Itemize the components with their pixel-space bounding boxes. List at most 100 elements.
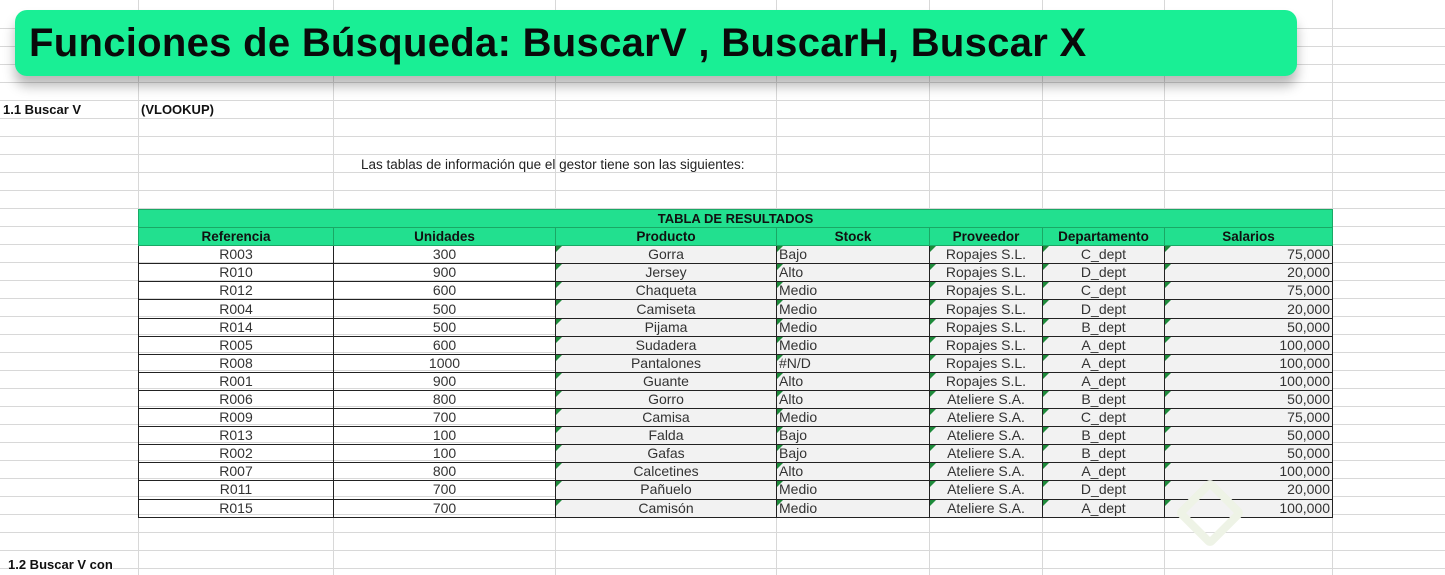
cell-departamento[interactable]: D_dept [1042, 263, 1165, 283]
cell-salarios[interactable]: 20,000 [1164, 299, 1333, 319]
cell-producto[interactable]: Gorra [555, 245, 777, 265]
cell-unidades[interactable]: 700 [333, 408, 556, 428]
cell-referencia[interactable]: R010 [138, 263, 334, 283]
cell-unidades[interactable]: 1000 [333, 353, 556, 373]
intro-note[interactable]: Las tablas de información que el gestor … [361, 157, 745, 172]
cell-salarios[interactable]: 75,000 [1164, 408, 1333, 428]
cell-referencia[interactable]: R015 [138, 498, 334, 518]
cell-producto[interactable]: Camisón [555, 498, 777, 518]
cell-departamento[interactable]: B_dept [1042, 426, 1165, 446]
cell-departamento[interactable]: B_dept [1042, 317, 1165, 337]
cell-proveedor[interactable]: Ropajes S.L. [929, 353, 1043, 373]
cell-unidades[interactable]: 600 [333, 335, 556, 355]
cell-proveedor[interactable]: Ropajes S.L. [929, 299, 1043, 319]
cell-salarios[interactable]: 75,000 [1164, 281, 1333, 301]
column-header-departamento[interactable]: Departamento [1042, 227, 1165, 247]
cell-unidades[interactable]: 900 [333, 263, 556, 283]
cell-stock[interactable]: Alto [776, 389, 930, 410]
cell-referencia[interactable]: R011 [138, 480, 334, 500]
cell-proveedor[interactable]: Ropajes S.L. [929, 317, 1043, 337]
cell-proveedor[interactable]: Ropajes S.L. [929, 371, 1043, 391]
cell-stock[interactable]: Bajo [776, 245, 930, 265]
cell-unidades[interactable]: 300 [333, 245, 556, 265]
cell-producto[interactable]: Gafas [555, 444, 777, 464]
cell-stock[interactable]: Bajo [776, 444, 930, 464]
cell-salarios[interactable]: 20,000 [1164, 263, 1333, 283]
cell-unidades[interactable]: 600 [333, 281, 556, 301]
cell-salarios[interactable]: 100,000 [1164, 353, 1333, 373]
column-header-stock[interactable]: Stock [776, 227, 930, 247]
title-banner[interactable]: Funciones de Búsqueda: BuscarV , BuscarH… [15, 10, 1297, 76]
cell-proveedor[interactable]: Ropajes S.L. [929, 335, 1043, 355]
cell-departamento[interactable]: C_dept [1042, 281, 1165, 301]
cell-unidades[interactable]: 800 [333, 389, 556, 410]
cell-producto[interactable]: Calcetines [555, 462, 777, 482]
table-title[interactable]: TABLA DE RESULTADOS [138, 208, 1333, 229]
cell-proveedor[interactable]: Ateliere S.A. [929, 462, 1043, 482]
cell-referencia[interactable]: R012 [138, 281, 334, 301]
cell-producto[interactable]: Chaqueta [555, 281, 777, 301]
column-header-unidades[interactable]: Unidades [333, 227, 556, 247]
cell-unidades[interactable]: 500 [333, 299, 556, 319]
column-header-proveedor[interactable]: Proveedor [929, 227, 1043, 247]
cell-salarios[interactable]: 100,000 [1164, 335, 1333, 355]
cell-departamento[interactable]: D_dept [1042, 299, 1165, 319]
cell-stock[interactable]: Medio [776, 317, 930, 337]
cell-referencia[interactable]: R013 [138, 426, 334, 446]
cell-salarios[interactable]: 75,000 [1164, 245, 1333, 265]
cell-unidades[interactable]: 500 [333, 317, 556, 337]
cell-departamento[interactable]: B_dept [1042, 389, 1165, 410]
cell-proveedor[interactable]: Ateliere S.A. [929, 389, 1043, 410]
cell-referencia[interactable]: R006 [138, 389, 334, 410]
cell-stock[interactable]: Medio [776, 335, 930, 355]
cell-proveedor[interactable]: Ropajes S.L. [929, 263, 1043, 283]
cell-referencia[interactable]: R005 [138, 335, 334, 355]
cell-salarios[interactable]: 50,000 [1164, 389, 1333, 410]
cell-unidades[interactable]: 700 [333, 498, 556, 518]
cell-proveedor[interactable]: Ateliere S.A. [929, 426, 1043, 446]
cell-producto[interactable]: Camiseta [555, 299, 777, 319]
column-header-producto[interactable]: Producto [555, 227, 777, 247]
cell-salarios[interactable]: 50,000 [1164, 426, 1333, 446]
cell-producto[interactable]: Pijama [555, 317, 777, 337]
column-header-referencia[interactable]: Referencia [138, 227, 334, 247]
cell-referencia[interactable]: R002 [138, 444, 334, 464]
cell-salarios[interactable]: 100,000 [1164, 498, 1333, 518]
cell-producto[interactable]: Jersey [555, 263, 777, 283]
cell-departamento[interactable]: A_dept [1042, 371, 1165, 391]
cell-producto[interactable]: Pañuelo [555, 480, 777, 500]
cell-departamento[interactable]: B_dept [1042, 444, 1165, 464]
cell-proveedor[interactable]: Ateliere S.A. [929, 498, 1043, 518]
cell-referencia[interactable]: R009 [138, 408, 334, 428]
cell-referencia[interactable]: R014 [138, 317, 334, 337]
cell-stock[interactable]: Alto [776, 263, 930, 283]
cell-departamento[interactable]: A_dept [1042, 462, 1165, 482]
cell-producto[interactable]: Guante [555, 371, 777, 391]
cell-stock[interactable]: Medio [776, 281, 930, 301]
cell-departamento[interactable]: C_dept [1042, 245, 1165, 265]
cell-unidades[interactable]: 900 [333, 371, 556, 391]
cell-referencia[interactable]: R004 [138, 299, 334, 319]
cell-stock[interactable]: Bajo [776, 426, 930, 446]
cell-departamento[interactable]: D_dept [1042, 480, 1165, 500]
cell-proveedor[interactable]: Ropajes S.L. [929, 281, 1043, 301]
cell-proveedor[interactable]: Ateliere S.A. [929, 408, 1043, 428]
cell-stock[interactable]: Medio [776, 480, 930, 500]
cell-unidades[interactable]: 100 [333, 444, 556, 464]
cell-salarios[interactable]: 100,000 [1164, 462, 1333, 482]
cell-producto[interactable]: Sudadera [555, 335, 777, 355]
cell-proveedor[interactable]: Ateliere S.A. [929, 444, 1043, 464]
cell-stock[interactable]: Alto [776, 371, 930, 391]
cell-producto[interactable]: Gorro [555, 389, 777, 410]
cell-stock[interactable]: Alto [776, 462, 930, 482]
cell-proveedor[interactable]: Ropajes S.L. [929, 245, 1043, 265]
section-2-label[interactable]: 1.2 Buscar V con [8, 557, 113, 572]
column-header-salarios[interactable]: Salarios [1164, 227, 1333, 247]
cell-proveedor[interactable]: Ateliere S.A. [929, 480, 1043, 500]
cell-salarios[interactable]: 100,000 [1164, 371, 1333, 391]
cell-stock[interactable]: Medio [776, 498, 930, 518]
cell-salarios[interactable]: 50,000 [1164, 444, 1333, 464]
cell-stock[interactable]: Medio [776, 299, 930, 319]
cell-producto[interactable]: Pantalones [555, 353, 777, 373]
cell-referencia[interactable]: R008 [138, 353, 334, 373]
